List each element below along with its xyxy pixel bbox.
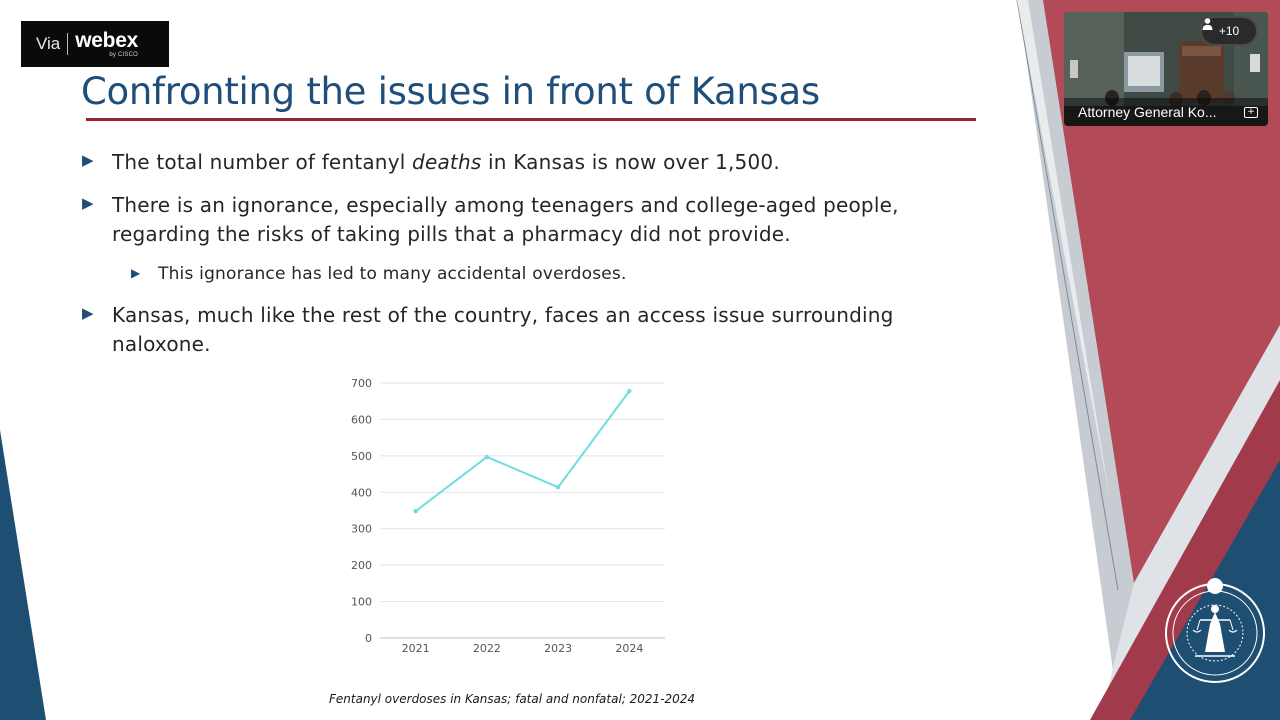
y-tick-label: 500 (351, 450, 372, 463)
data-point-2021 (413, 509, 418, 514)
y-tick-label: 700 (351, 377, 372, 390)
right-highlight (1017, 0, 1110, 500)
right-red-stripe (1090, 380, 1280, 720)
sub-bullet-text: This ignorance has led to many accidenta… (158, 264, 627, 284)
bullet-arrow-icon: ▶ (82, 151, 94, 169)
data-point-2023 (555, 484, 561, 490)
speaker-name-label: Attorney General Ko... (1064, 98, 1268, 126)
bullet-text-emphasis: deaths (412, 150, 482, 174)
attorney-general-seal (1165, 578, 1265, 683)
bullet-text: The total number of fentanyl deaths in K… (112, 148, 780, 177)
participant-count: +10 (1218, 24, 1240, 38)
y-tick-label: 400 (351, 486, 372, 499)
bullet-line-2: regarding the risks of taking pills that… (112, 222, 791, 246)
x-tick-label: 2021 (402, 642, 430, 655)
bullet-text: Kansas, much like the rest of the countr… (112, 301, 894, 359)
title-underline (86, 118, 976, 121)
bullet-ignorance: ▶ There is an ignorance, especially amon… (82, 191, 899, 249)
x-tick-label: 2022 (473, 642, 501, 655)
x-tick-label: 2023 (544, 642, 572, 655)
left-blue-accent (0, 430, 46, 720)
slide-title: Confronting the issues in front of Kansa… (81, 70, 820, 113)
bullet-line-1: There is an ignorance, especially among … (112, 193, 899, 217)
pin-icon[interactable]: + (1244, 107, 1258, 118)
bullet-text-end: in Kansas is now over 1,500. (481, 150, 780, 174)
overdose-line-chart: 0 100 200 300 400 500 600 700 2021 2022 2023 2024 (351, 377, 665, 655)
chart-caption: Fentanyl overdoses in Kansas; fatal and … (329, 692, 696, 706)
y-tick-label: 100 (351, 596, 372, 609)
bullet-arrow-icon: ▶ (82, 194, 94, 212)
x-tick-label: 2024 (615, 642, 643, 655)
bullet-text-start: The total number of fentanyl (112, 150, 413, 174)
y-tick-label: 300 (351, 523, 372, 536)
bullet-line-1: Kansas, much like the rest of the countr… (112, 303, 894, 327)
participants-button[interactable]: +10 (1200, 16, 1258, 46)
y-tick-label: 0 (365, 632, 372, 645)
y-tick-label: 600 (351, 413, 372, 426)
y-tick-label: 200 (351, 559, 372, 572)
webex-badge: Via webex by CISCO (21, 21, 169, 67)
bullet-text: There is an ignorance, especially among … (112, 191, 899, 249)
bullet-arrow-icon: ▶ (82, 304, 94, 322)
person-icon (1202, 18, 1213, 30)
active-speaker-video[interactable]: +10 Attorney General Ko... + (1064, 12, 1268, 126)
data-point-2022 (484, 454, 490, 460)
webex-logo: webex by CISCO (75, 30, 138, 58)
sub-bullet-overdoses: ▶ This ignorance has led to many acciden… (131, 262, 627, 286)
data-point-2024 (627, 388, 632, 394)
bullet-naloxone: ▶ Kansas, much like the rest of the coun… (82, 301, 894, 359)
sub-bullet-arrow-icon: ▶ (131, 266, 141, 280)
right-divider-line (1016, 0, 1119, 591)
right-red-band (1043, 0, 1280, 583)
badge-divider (67, 33, 69, 55)
via-label: Via (36, 34, 61, 53)
webex-wordmark: webex (75, 29, 138, 52)
bullet-line-2: naloxone. (112, 332, 211, 356)
bullet-fentanyl-deaths: ▶ The total number of fentanyl deaths in… (82, 148, 780, 177)
cisco-byline: by CISCO (109, 52, 138, 58)
series-line (415, 390, 631, 513)
